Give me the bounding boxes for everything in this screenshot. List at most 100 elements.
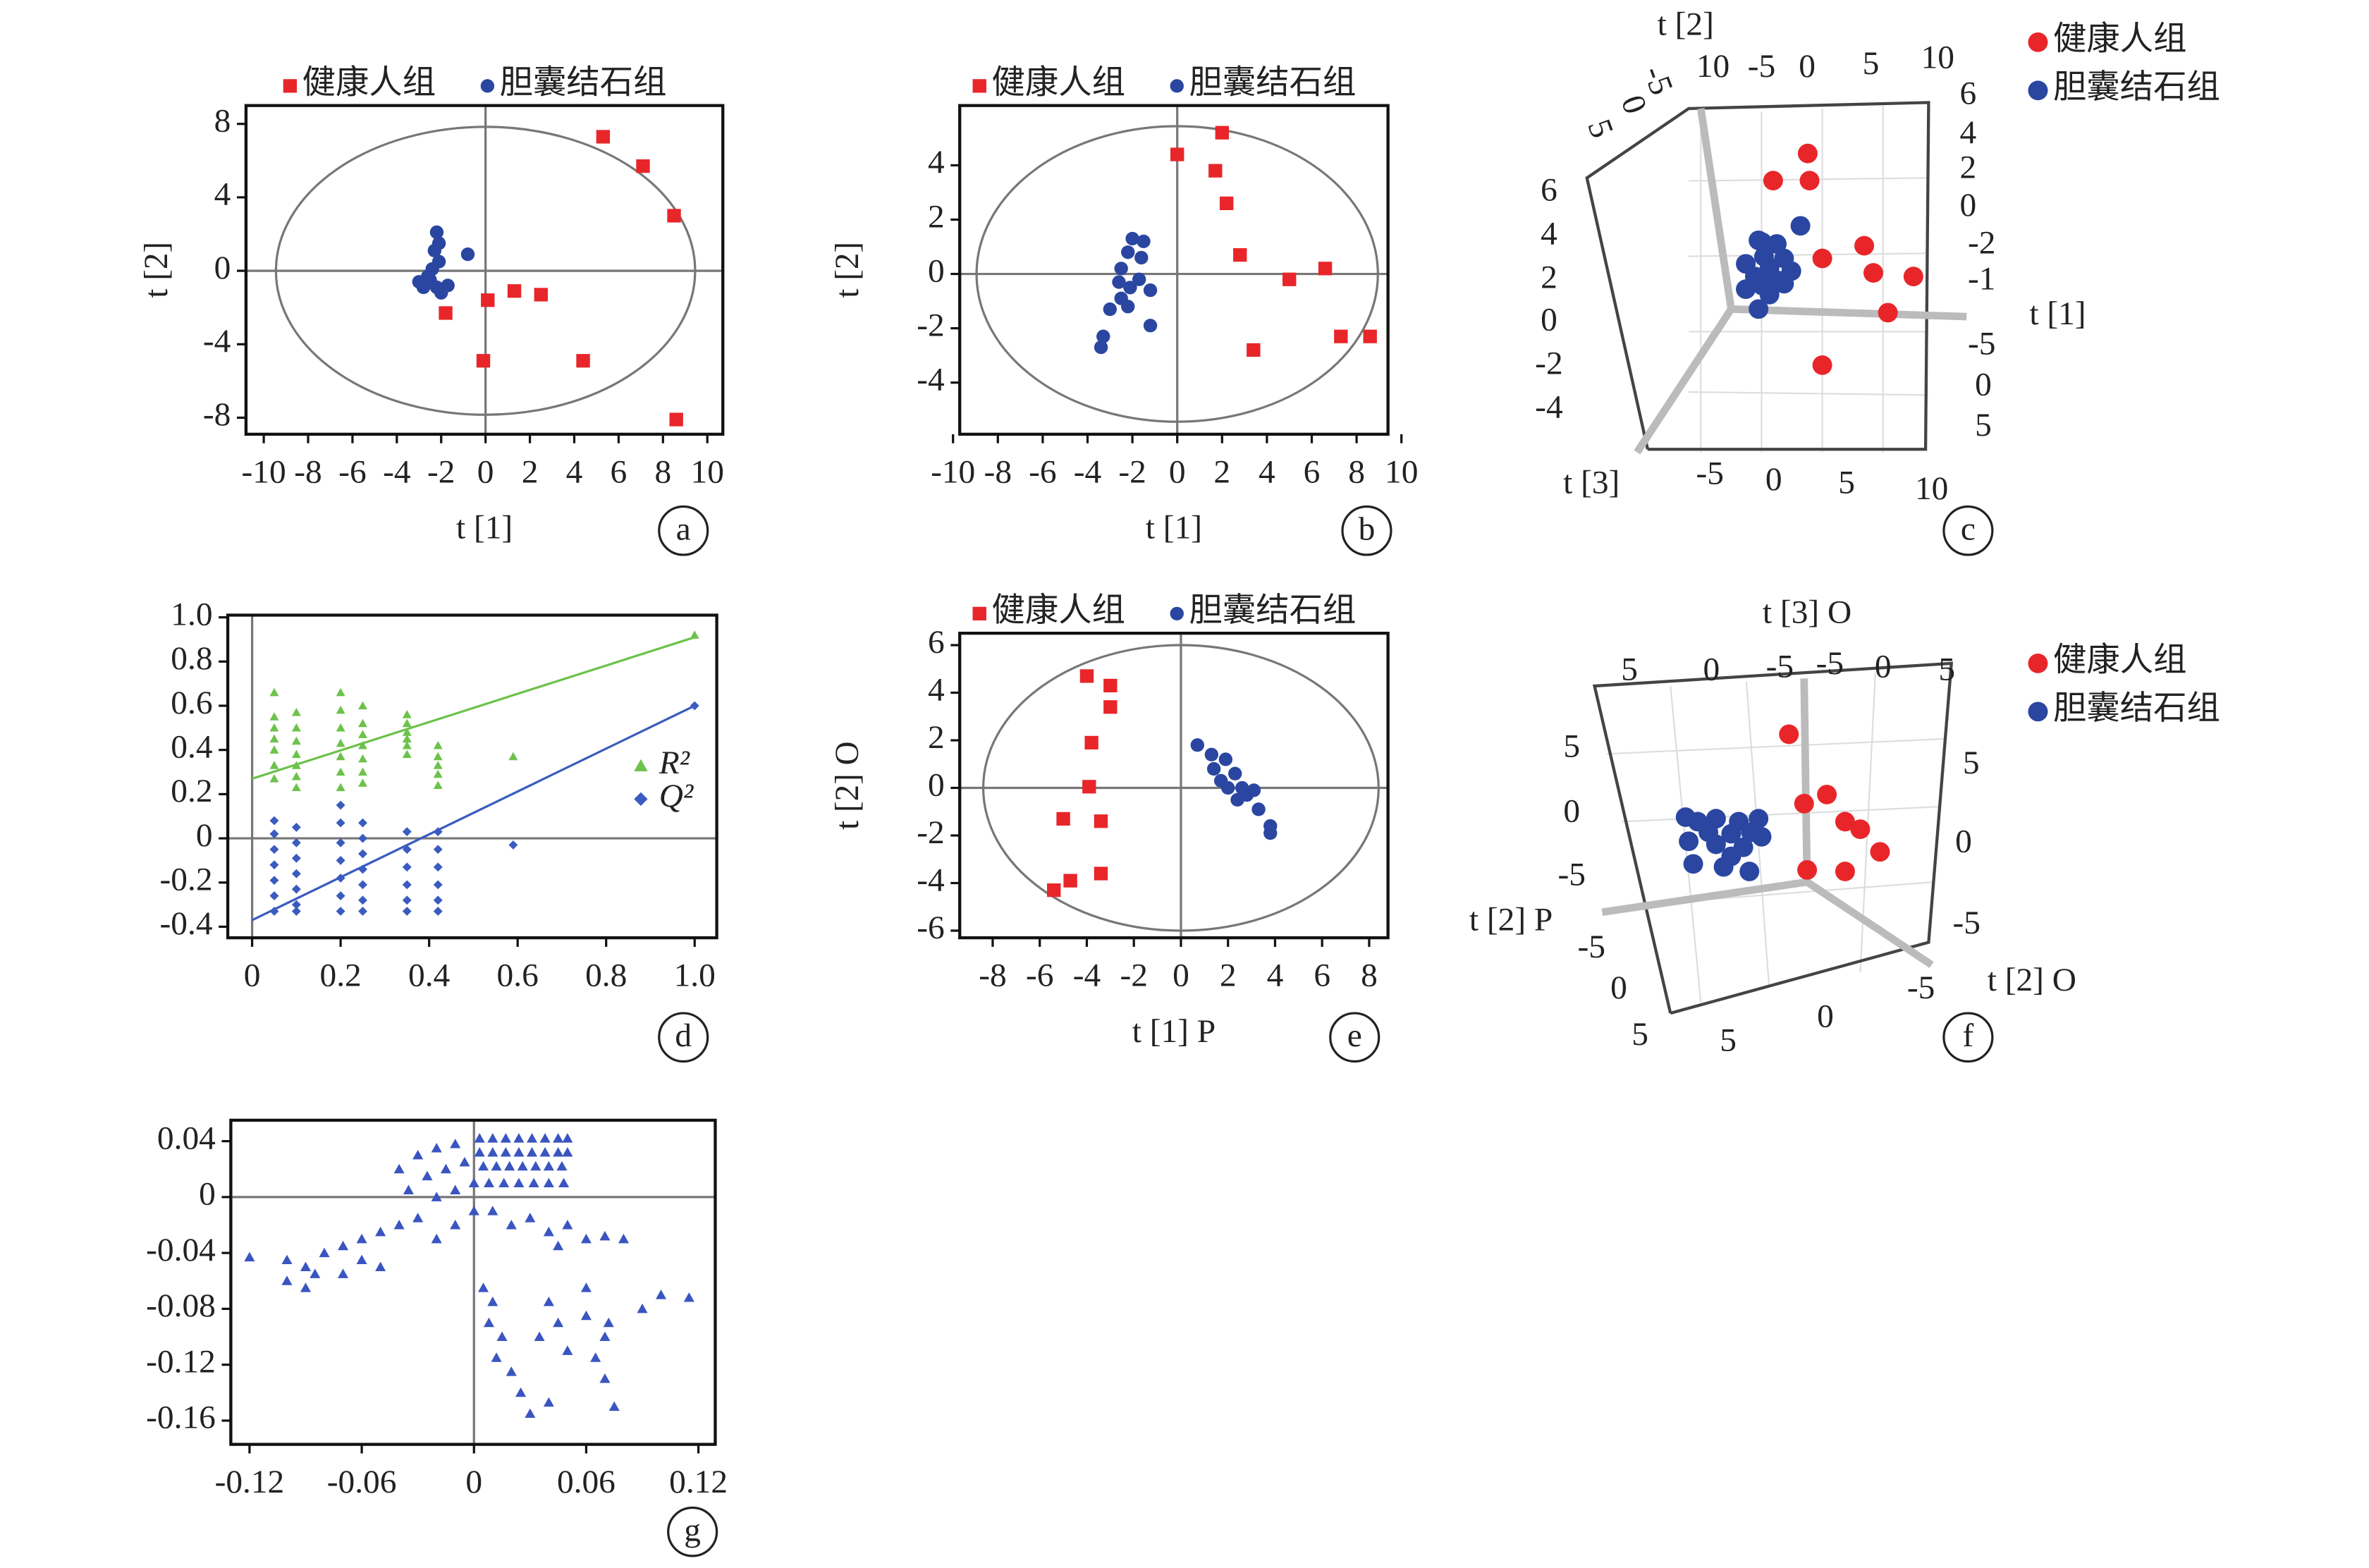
- point-3d: [1752, 232, 1773, 252]
- point: [491, 1160, 502, 1171]
- legend-label: 健康人组: [991, 65, 1125, 102]
- point: [562, 1146, 573, 1157]
- point: [1170, 147, 1184, 161]
- y-tick-label: 0.8: [171, 640, 212, 677]
- x-tick-label: 4: [1259, 454, 1275, 491]
- point: [1112, 275, 1126, 289]
- point: [580, 1310, 592, 1321]
- point: [1228, 766, 1242, 780]
- x-tick-label: -0.06: [327, 1464, 397, 1500]
- confidence-ellipse: [981, 644, 1380, 932]
- point: [1103, 302, 1117, 317]
- point: [431, 1192, 442, 1201]
- point: [356, 1233, 367, 1244]
- point: [517, 1160, 528, 1171]
- tick-label-3d: -1: [1968, 261, 1995, 298]
- point: [423, 273, 437, 287]
- point-3d: [1812, 248, 1832, 269]
- tick-label-3d: -4: [1535, 389, 1562, 426]
- x-tick-label: 0.8: [585, 957, 627, 994]
- point-3d: [1774, 274, 1794, 294]
- x-tick-label: 0.2: [320, 957, 362, 994]
- point: [291, 771, 301, 780]
- point: [553, 1133, 564, 1143]
- legend-label: 健康人组: [302, 65, 436, 102]
- tick-label-3d: 0: [1817, 998, 1834, 1035]
- point: [543, 1297, 554, 1306]
- x-tick-label: -2: [427, 454, 455, 491]
- x-tick-label: 0.6: [497, 957, 539, 994]
- point: [336, 907, 345, 916]
- y-tick-label: -0.08: [146, 1287, 216, 1324]
- x-tick-label: 10: [1385, 454, 1418, 491]
- point: [291, 749, 301, 759]
- point-3d: [1679, 831, 1699, 852]
- point: [525, 1213, 536, 1223]
- point: [468, 1177, 479, 1188]
- point: [269, 761, 279, 769]
- point: [433, 880, 443, 890]
- panel-letter: c: [1961, 511, 1976, 548]
- point: [336, 752, 345, 761]
- point: [553, 1146, 564, 1157]
- point: [358, 849, 367, 859]
- point: [1121, 245, 1135, 259]
- tick-label-3d: 0: [1960, 187, 1977, 223]
- point-3d: [1799, 171, 1820, 191]
- point: [402, 734, 412, 743]
- box-3d: [1592, 661, 1954, 1015]
- y-tick-label: -0.12: [146, 1344, 216, 1380]
- point: [358, 741, 367, 749]
- tick-label-3d: -5: [1696, 455, 1723, 492]
- point: [358, 767, 367, 776]
- axis-3d: [1800, 678, 1811, 883]
- point: [599, 1230, 611, 1241]
- point: [269, 734, 279, 743]
- tick-label-3d: 5: [1621, 651, 1638, 688]
- point: [1215, 125, 1229, 140]
- point: [526, 1146, 538, 1157]
- tick-label-3d: -5: [1766, 648, 1794, 685]
- point-3d: [1736, 279, 1756, 300]
- point: [556, 1160, 568, 1171]
- point: [291, 723, 301, 732]
- y-tick-label: -6: [917, 909, 944, 946]
- point: [375, 1261, 386, 1271]
- point: [590, 1352, 601, 1362]
- point-3d: [1797, 859, 1818, 880]
- point: [1047, 883, 1061, 898]
- point: [291, 761, 301, 769]
- y-tick-label: 0: [214, 250, 231, 286]
- point: [562, 1345, 573, 1355]
- legend-label: 胆囊结石组: [1189, 65, 1356, 102]
- y-tick-label: 6: [928, 624, 945, 661]
- tick-label-3d: 5: [1838, 465, 1855, 501]
- legend-label: 胆囊结石组: [1189, 592, 1356, 629]
- panel-letter-circle: [1329, 1012, 1381, 1063]
- point: [412, 1149, 424, 1160]
- point: [439, 306, 453, 320]
- point: [336, 767, 345, 776]
- point: [291, 900, 301, 909]
- point: [450, 1220, 461, 1230]
- point: [1132, 272, 1146, 286]
- point: [1103, 678, 1118, 693]
- point: [375, 1226, 386, 1237]
- plot-frame: [226, 613, 718, 940]
- point: [491, 1352, 502, 1362]
- tick-label-3d: -5: [1907, 969, 1935, 1006]
- plot-frame: [958, 104, 1390, 436]
- grid-3d: [1606, 737, 1947, 755]
- point: [402, 741, 412, 749]
- point: [338, 1240, 349, 1251]
- point: [543, 1226, 554, 1237]
- point: [500, 1133, 511, 1143]
- point: [534, 288, 548, 302]
- point: [291, 853, 301, 863]
- point: [402, 728, 412, 736]
- point: [336, 705, 345, 714]
- point: [422, 1170, 433, 1181]
- point: [269, 845, 279, 855]
- point: [468, 1206, 479, 1215]
